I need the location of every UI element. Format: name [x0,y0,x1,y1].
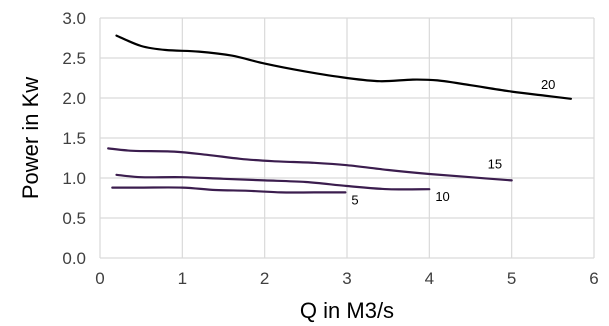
x-tick-label: 5 [507,269,516,288]
x-tick-label: 3 [342,269,351,288]
y-tick-label: 0.0 [62,249,86,268]
x-tick-label: 0 [95,269,104,288]
y-tick-label: 1.5 [62,129,86,148]
y-tick-label: 2.0 [62,89,86,108]
series-label-15: 15 [488,156,502,171]
series-label-10: 10 [435,189,449,204]
x-tick-label: 2 [260,269,269,288]
y-tick-label: 1.0 [62,169,86,188]
y-tick-label: 2.5 [62,49,86,68]
series-label-20: 20 [541,77,555,92]
gridlines [100,18,594,258]
y-axis-ticks: 0.0 0.5 1.0 1.5 2.0 2.5 3.0 [62,9,86,268]
x-axis-title: Q in M3/s [300,298,394,323]
y-axis-title: Power in Kw [18,77,43,199]
x-tick-label: 4 [425,269,434,288]
x-tick-label: 1 [178,269,187,288]
x-tick-label: 6 [589,269,598,288]
series-line-15 [108,148,512,180]
series-label-5: 5 [351,192,358,207]
x-axis-ticks: 0 1 2 3 4 5 6 [95,269,598,288]
series-line-20 [117,36,571,99]
series-line-5 [112,187,345,192]
y-tick-label: 0.5 [62,209,86,228]
y-tick-label: 3.0 [62,9,86,28]
